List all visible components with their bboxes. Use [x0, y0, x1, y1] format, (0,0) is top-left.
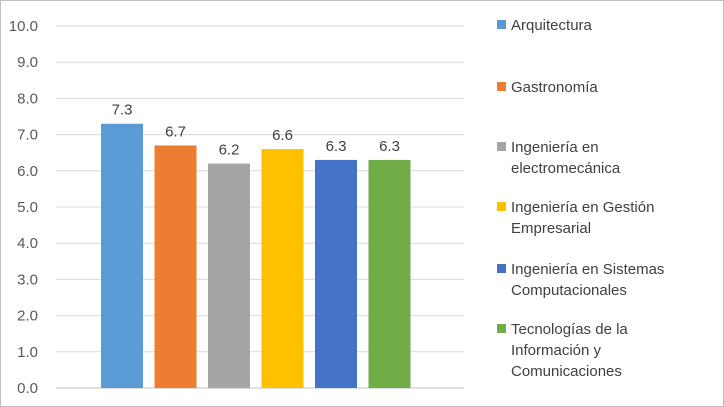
bar	[154, 145, 197, 388]
legend-swatch	[497, 264, 506, 273]
legend-label: Tecnologías de la	[511, 321, 628, 338]
data-label: 6.6	[272, 127, 293, 144]
y-tick-label: 7.0	[17, 127, 38, 144]
legend-swatch	[497, 202, 506, 211]
y-tick-label: 10.0	[9, 18, 38, 35]
data-label: 6.3	[379, 138, 400, 155]
legend-label: Empresarial	[511, 220, 591, 237]
y-tick-label: 9.0	[17, 54, 38, 71]
y-tick-label: 1.0	[17, 344, 38, 361]
bar	[368, 159, 411, 388]
bar	[261, 149, 304, 388]
legend-label: Computacionales	[511, 282, 627, 299]
data-label: 7.3	[112, 102, 133, 119]
y-tick-label: 6.0	[17, 163, 38, 180]
legend-label: Ingeniería en Sistemas	[511, 261, 664, 278]
legend-label: Información y	[511, 342, 602, 359]
legend-label: Gastronomía	[511, 79, 598, 96]
bar	[315, 159, 357, 388]
y-tick-label: 3.0	[17, 271, 38, 288]
legend-label: Arquitectura	[511, 17, 593, 34]
data-label: 6.2	[219, 142, 240, 159]
legend-label: Ingeniería en Gestión	[511, 199, 654, 216]
data-label: 6.3	[326, 138, 347, 155]
data-label: 6.7	[165, 123, 186, 140]
y-tick-label: 5.0	[17, 199, 38, 216]
legend-swatch	[497, 324, 506, 333]
y-tick-label: 2.0	[17, 308, 38, 325]
legend-label: Ingeniería en	[511, 139, 599, 156]
y-tick-label: 4.0	[17, 235, 38, 252]
legend-swatch	[497, 20, 506, 29]
legend-swatch	[497, 82, 506, 91]
legend-label: Comunicaciones	[511, 363, 622, 380]
legend-swatch	[497, 142, 506, 151]
y-tick-label: 8.0	[17, 90, 38, 107]
legend-label: electromecánica	[511, 160, 621, 177]
bar	[101, 123, 143, 389]
bar	[208, 163, 250, 388]
y-tick-label: 0.0	[17, 380, 38, 397]
